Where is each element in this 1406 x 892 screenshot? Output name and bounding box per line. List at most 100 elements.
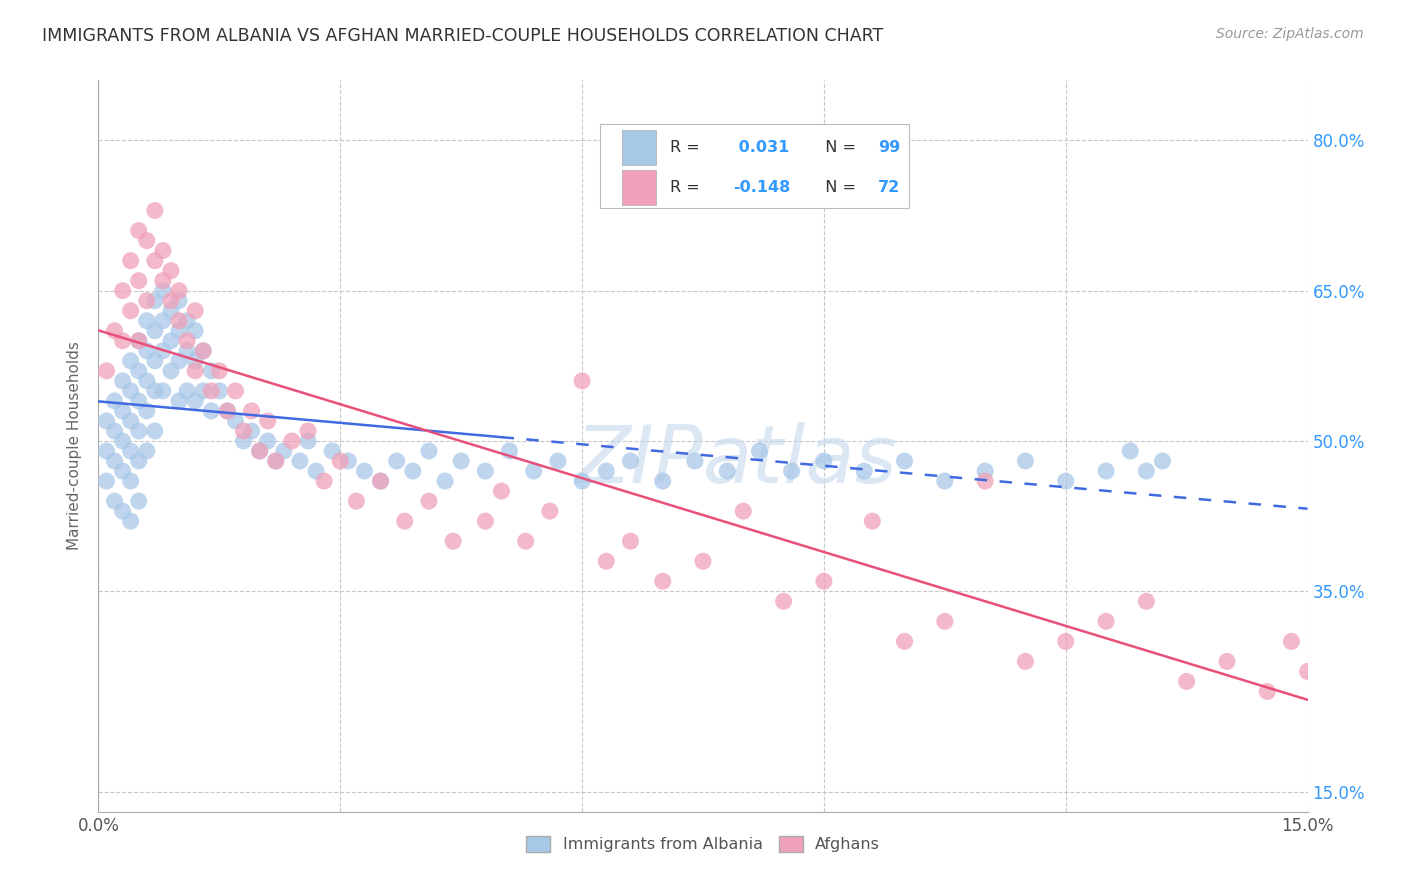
Point [434, 474, 457, 488]
Point [184, 393, 207, 408]
Text: R =: R = [671, 140, 706, 155]
Point [184, 324, 207, 338]
Point [651, 574, 673, 589]
Point [143, 293, 166, 308]
Point [152, 284, 174, 298]
Point [135, 404, 157, 418]
Bar [621, 169, 655, 205]
Point [128, 223, 150, 237]
Point [217, 404, 239, 418]
Legend: Immigrants from Albania, Afghans: Immigrants from Albania, Afghans [519, 830, 887, 859]
Point [128, 494, 150, 508]
Point [128, 393, 150, 408]
Point [96, 414, 118, 428]
Point [974, 474, 997, 488]
Point [595, 554, 617, 568]
Point [160, 334, 183, 348]
Point [256, 414, 278, 428]
Point [120, 303, 142, 318]
Point [176, 334, 198, 348]
Point [120, 414, 142, 428]
Point [1175, 674, 1198, 689]
Point [385, 454, 408, 468]
Point [120, 444, 142, 458]
Point [571, 474, 593, 488]
Point [167, 324, 190, 338]
Point [111, 464, 134, 478]
Point [780, 464, 803, 478]
Point [208, 364, 231, 378]
Point [193, 343, 215, 358]
Point [224, 384, 246, 398]
Point [111, 334, 134, 348]
Point [329, 454, 352, 468]
Point [176, 384, 198, 398]
Point [288, 454, 311, 468]
Point [474, 464, 496, 478]
Point [232, 434, 254, 448]
Point [450, 454, 472, 468]
Point [619, 534, 641, 549]
Point [240, 404, 263, 418]
Point [523, 464, 546, 478]
Point [772, 594, 794, 608]
Point [264, 454, 287, 468]
Point [143, 424, 166, 438]
Text: N =: N = [815, 180, 862, 194]
Bar [621, 130, 655, 165]
Point [160, 303, 183, 318]
Point [128, 334, 150, 348]
Point [128, 274, 150, 288]
Point [240, 424, 263, 438]
Point [1119, 444, 1142, 458]
Point [103, 494, 125, 508]
Point [402, 464, 425, 478]
Y-axis label: Married-couple Households: Married-couple Households [67, 342, 83, 550]
Point [96, 364, 118, 378]
Point [893, 454, 915, 468]
Text: R =: R = [671, 180, 706, 194]
Point [394, 514, 416, 528]
Point [733, 504, 755, 518]
Point [441, 534, 464, 549]
Point [103, 393, 125, 408]
Point [893, 634, 915, 648]
Point [232, 424, 254, 438]
Point [337, 454, 360, 468]
Point [143, 354, 166, 368]
Point [547, 454, 569, 468]
Point [813, 454, 835, 468]
Text: 72: 72 [879, 180, 901, 194]
Point [297, 434, 319, 448]
Point [176, 314, 198, 328]
Point [224, 414, 246, 428]
Point [120, 384, 142, 398]
Text: IMMIGRANTS FROM ALBANIA VS AFGHAN MARRIED-COUPLE HOUSEHOLDS CORRELATION CHART: IMMIGRANTS FROM ALBANIA VS AFGHAN MARRIE… [42, 27, 883, 45]
Point [370, 474, 392, 488]
Point [167, 284, 190, 298]
Point [813, 574, 835, 589]
Point [135, 234, 157, 248]
Point [120, 253, 142, 268]
Point [96, 444, 118, 458]
Point [1135, 464, 1157, 478]
Point [370, 474, 392, 488]
Text: ZIP: ZIP [575, 422, 703, 500]
Point [1296, 665, 1319, 679]
Point [193, 384, 215, 398]
Point [934, 474, 956, 488]
Point [143, 253, 166, 268]
Point [1014, 454, 1036, 468]
Point [111, 434, 134, 448]
Point [103, 454, 125, 468]
Point [128, 424, 150, 438]
Point [167, 354, 190, 368]
Point [143, 203, 166, 218]
Point [256, 434, 278, 448]
Point [619, 454, 641, 468]
Point [305, 464, 328, 478]
Text: N =: N = [815, 140, 862, 155]
Point [1054, 474, 1077, 488]
Text: atlas: atlas [703, 422, 898, 500]
Point [167, 314, 190, 328]
